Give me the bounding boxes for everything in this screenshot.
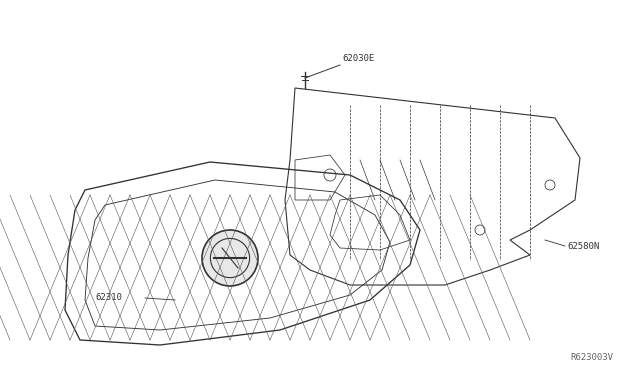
Text: 62580N: 62580N <box>567 241 599 250</box>
Text: R623003V: R623003V <box>570 353 613 362</box>
Text: 62030E: 62030E <box>342 54 374 63</box>
Circle shape <box>202 230 258 286</box>
Text: 62310: 62310 <box>95 294 122 302</box>
